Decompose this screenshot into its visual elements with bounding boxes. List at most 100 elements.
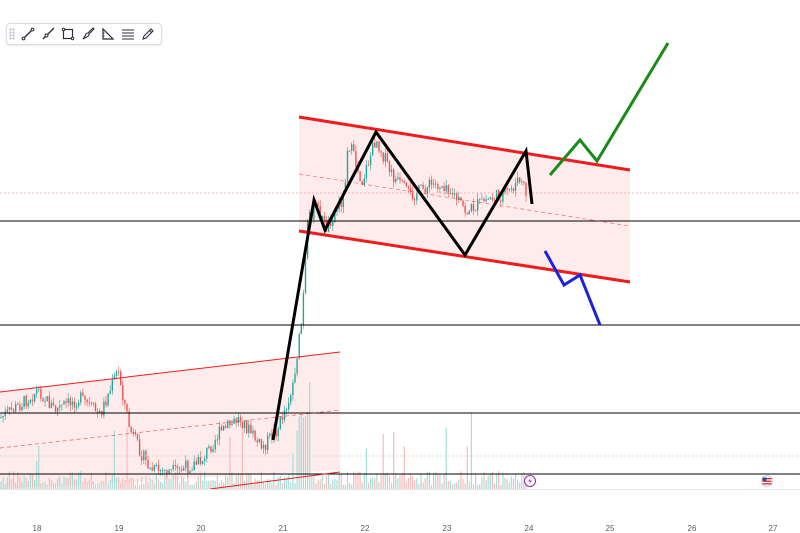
- volume-bar: [317, 480, 319, 489]
- volume-bar: [336, 480, 338, 489]
- candle-body: [489, 197, 491, 200]
- candle-body: [96, 411, 99, 413]
- candle-body: [399, 177, 401, 181]
- us-flag-icon[interactable]: [761, 475, 773, 487]
- candle-body: [50, 402, 53, 408]
- candle-body: [57, 407, 59, 412]
- trend-line-tool-button[interactable]: [18, 25, 37, 43]
- volume-bar: [105, 471, 107, 489]
- candle-body: [174, 465, 176, 467]
- x-tick-label: 22: [361, 524, 370, 533]
- candle-body: [430, 179, 433, 185]
- volume-bar: [178, 482, 181, 489]
- candle-body: [405, 182, 407, 187]
- volume-bar: [376, 473, 378, 489]
- x-tick-label: 25: [606, 524, 615, 533]
- candle-body: [185, 460, 187, 468]
- volume-bar: [29, 474, 31, 489]
- volume-bar: [15, 482, 17, 489]
- volume-bar: [349, 482, 351, 489]
- candle-body: [155, 464, 158, 466]
- zigzag-pattern-line[interactable]: [271, 129, 534, 441]
- triangle-ruler-tool-button[interactable]: [98, 25, 117, 43]
- ascending-channel-lower[interactable]: [209, 471, 341, 490]
- candle-body: [466, 212, 468, 215]
- candle-body: [109, 390, 111, 394]
- candle-body: [485, 199, 487, 202]
- candle-body: [143, 450, 145, 461]
- candle-body: [504, 188, 506, 193]
- volume-bar: [483, 471, 485, 489]
- volume-bar: [344, 484, 346, 489]
- candle-body: [267, 435, 269, 451]
- candle-body: [191, 470, 193, 472]
- candle-body: [292, 382, 294, 395]
- candle-body: [124, 399, 126, 404]
- volume-bar: [206, 480, 208, 489]
- volume-bar: [514, 473, 517, 489]
- candle-body: [367, 164, 370, 166]
- candle-body: [63, 401, 65, 405]
- descending-channel-upper[interactable]: [298, 115, 631, 172]
- volume-bar: [493, 483, 496, 489]
- candle-body: [393, 169, 395, 183]
- candle-body: [103, 401, 105, 416]
- volume-bar: [212, 480, 214, 489]
- candle-body: [409, 188, 412, 192]
- triangle-ruler-icon: [101, 27, 114, 40]
- volume-bar: [288, 473, 290, 489]
- volume-bar: [267, 478, 269, 489]
- candle-body: [355, 151, 357, 167]
- volume-bar: [19, 476, 21, 489]
- lightning-icon[interactable]: [524, 475, 536, 487]
- volume-bar: [0, 481, 2, 489]
- volume-bar: [189, 484, 191, 489]
- candle-body: [317, 202, 319, 206]
- candle-body: [19, 404, 21, 411]
- bullish-projection-line[interactable]: [548, 42, 670, 176]
- bearish-projection-line[interactable]: [543, 250, 602, 326]
- rectangle-tool-button[interactable]: [58, 25, 77, 43]
- candle-body: [141, 455, 143, 461]
- candle-body: [428, 179, 431, 188]
- ray-tool-button[interactable]: [38, 25, 57, 43]
- candle-body: [386, 153, 389, 162]
- candle-body: [71, 401, 74, 406]
- candle-body: [416, 193, 418, 201]
- candle-body: [321, 215, 323, 221]
- volume-bar: [437, 474, 439, 489]
- event-badges[interactable]: [524, 475, 773, 487]
- candle-body: [441, 186, 443, 188]
- drag-handle[interactable]: [9, 28, 15, 40]
- candle-body: [279, 416, 281, 429]
- volume-bar: [426, 472, 428, 489]
- brush-tool-button[interactable]: [78, 25, 97, 43]
- candle-body: [233, 418, 235, 424]
- volume-bar: [191, 484, 193, 489]
- volume-bar: [256, 480, 258, 489]
- candle-body: [195, 461, 197, 465]
- candle-body: [519, 177, 521, 182]
- candle-body: [365, 164, 368, 179]
- volume-bar: [304, 416, 307, 489]
- candle-body: [248, 424, 250, 434]
- candle-body: [172, 465, 174, 470]
- candle-body: [288, 402, 290, 410]
- volume-bar: [208, 480, 210, 489]
- candle-body: [374, 142, 376, 148]
- volume-bar: [456, 482, 458, 489]
- candle-body: [346, 150, 349, 183]
- candle-body: [80, 392, 82, 403]
- ascending-channel-upper[interactable]: [0, 351, 341, 393]
- text-lines-tool-button[interactable]: [118, 25, 137, 43]
- volume-bar: [223, 482, 225, 489]
- volume-bar: [258, 479, 260, 489]
- volume-bar: [139, 484, 141, 489]
- candle-body: [122, 385, 124, 400]
- volume-bar: [44, 481, 46, 489]
- volume-bar: [338, 473, 340, 489]
- ascending-channel-mid[interactable]: [0, 409, 341, 449]
- candle-body: [187, 460, 189, 474]
- pen-tool-button[interactable]: [138, 25, 157, 43]
